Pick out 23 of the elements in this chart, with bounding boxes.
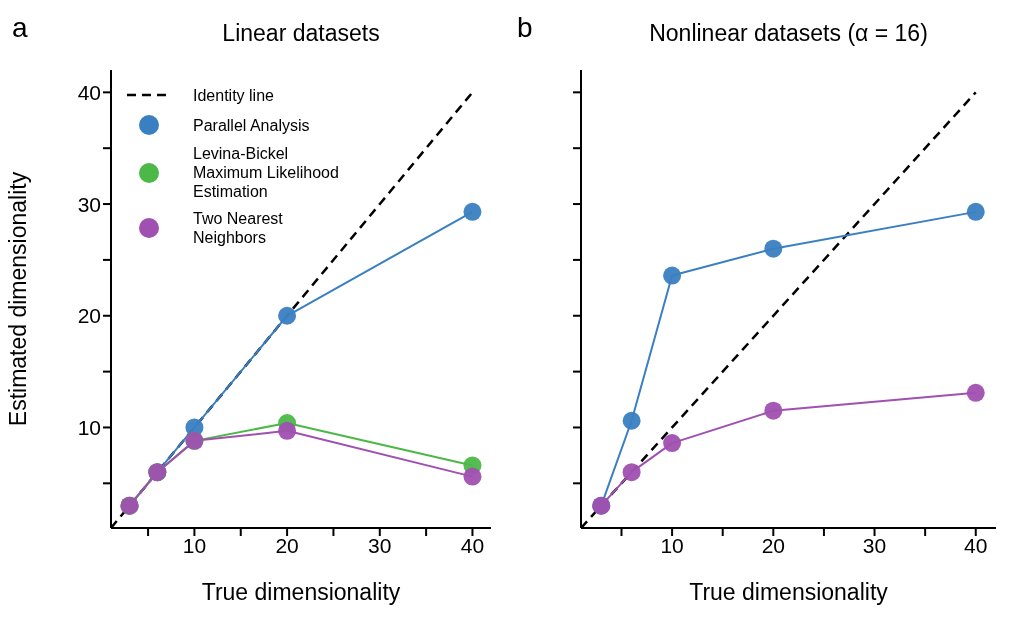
x-tick-label: 20 (275, 533, 299, 557)
chart-title: Nonlinear datasets (α = 16) (648, 20, 929, 47)
text: a (12, 12, 28, 44)
x-axis-title: True dimensionality (201, 579, 401, 605)
legend-label: Levina-Bickel Maximum Likelihood Estimation (193, 144, 340, 201)
legend-label: Parallel Analysis (193, 115, 311, 135)
chart-title: Linear datasets (221, 20, 381, 47)
x-tick-label: 10 (182, 533, 207, 557)
legend-label: Identity line (193, 85, 275, 105)
x-tick-label: 20 (761, 533, 785, 557)
x-tick-label: 40 (964, 533, 988, 557)
y-tick-label: 10 (77, 415, 101, 439)
x-axis-title: True dimensionality (689, 579, 889, 605)
y-tick-label: 30 (77, 192, 101, 216)
y-axis-title: Estimated dimensionality (5, 171, 32, 427)
x-tick-label: 40 (460, 533, 485, 557)
legend-label: Two Nearest Neighbors (193, 209, 284, 247)
x-tick-label: 30 (368, 533, 392, 557)
x-tick-label: 10 (660, 533, 684, 557)
y-tick-label: 20 (77, 304, 101, 328)
x-tick-label: 30 (862, 533, 887, 557)
text: b (517, 12, 533, 44)
y-tick-label: 40 (77, 80, 101, 104)
